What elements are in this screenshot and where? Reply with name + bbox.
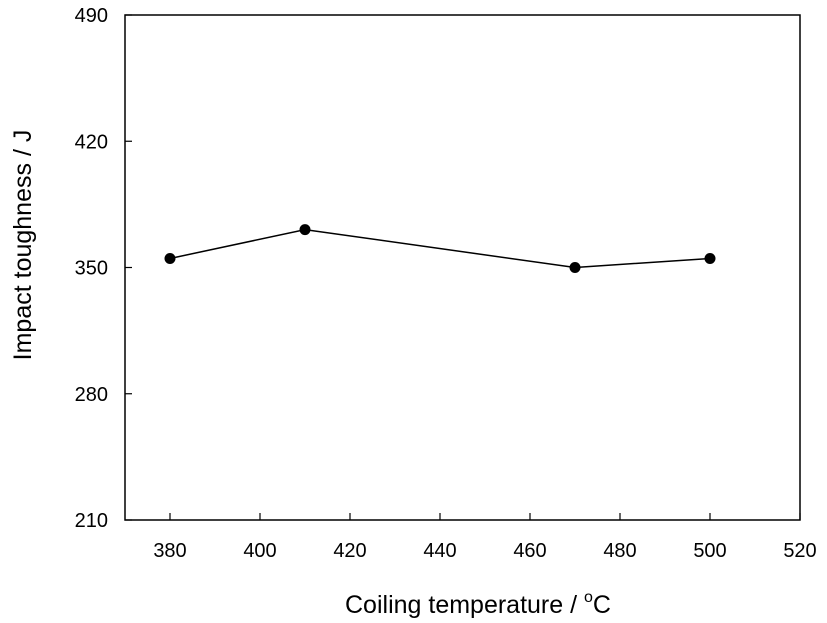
y-axis-title: Impact toughness / J [9,130,37,361]
x-tick-label: 420 [333,540,366,562]
y-axis-ticks: 210 280 350 420 490 [75,5,132,532]
data-point [704,252,716,264]
y-tick-label: 490 [75,5,108,27]
data-point [299,224,311,236]
x-tick-label: 520 [783,540,816,562]
y-tick-label: 420 [75,131,108,153]
x-tick-label: 440 [423,540,456,562]
x-axis-title-text: Coiling temperature / [345,591,584,619]
x-tick-label: 380 [153,540,186,562]
x-tick-label: 500 [693,540,726,562]
x-tick-label: 480 [603,540,636,562]
series-line [169,228,711,269]
data-point [164,252,176,264]
x-axis-title-degree: o [584,589,593,606]
x-axis-ticks: 380 400 420 440 460 480 500 520 [153,513,817,562]
x-tick-label: 400 [243,540,276,562]
y-tick-label: 210 [75,510,108,532]
series-layer [164,224,716,273]
x-tick-label: 460 [513,540,546,562]
y-tick-label: 280 [75,384,108,406]
plot-frame [124,14,801,521]
x-axis-title-unit: C [593,591,611,619]
data-point [569,262,581,273]
x-axis-title: Coiling temperature / oC [345,589,611,619]
y-tick-label: 350 [75,258,108,280]
